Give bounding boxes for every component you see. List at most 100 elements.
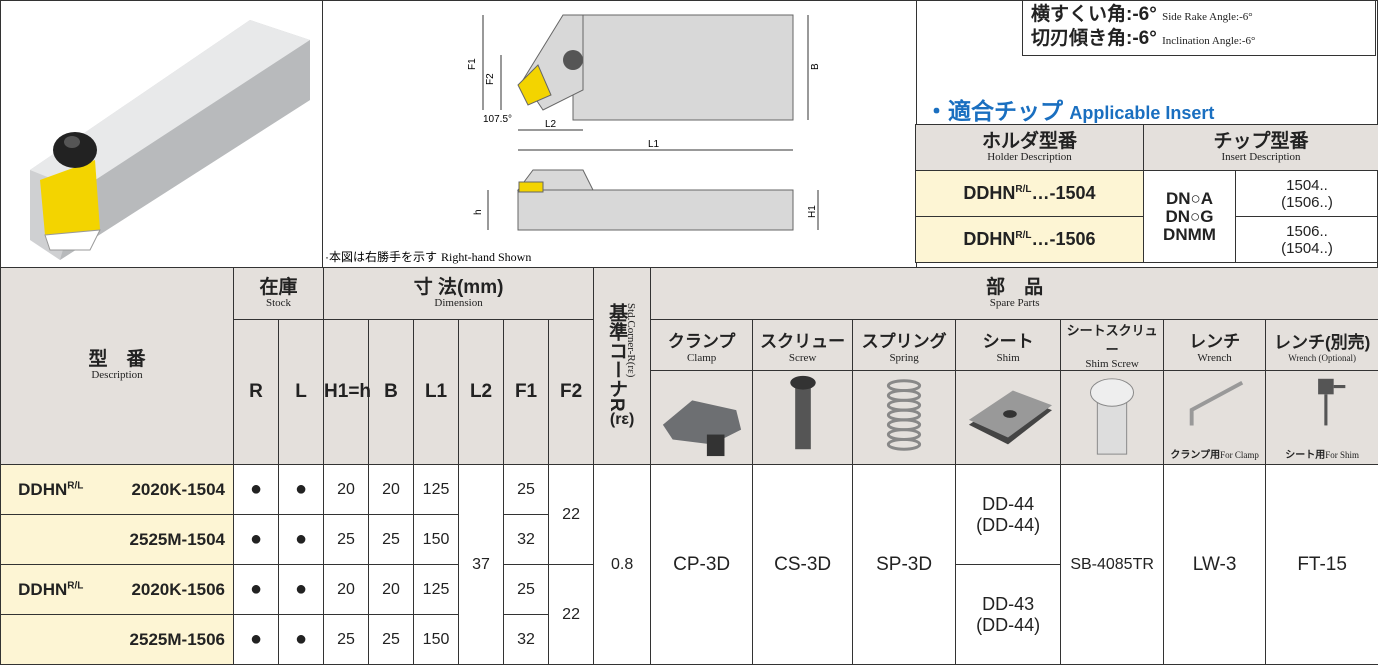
- dim-label: F2: [485, 73, 496, 85]
- model-prefix: DDHNR/L: [0, 564, 101, 615]
- insert-title-en: Applicable Insert: [1069, 103, 1215, 123]
- column-header: H1=h: [323, 319, 371, 465]
- insert-header: チップ型番 Insert Description: [1142, 124, 1378, 171]
- header-jp: 在庫: [259, 276, 298, 298]
- dim-label: L1: [648, 139, 660, 150]
- dim-label: L2: [545, 119, 557, 130]
- angle-box: 横すくい角:-6° Side Rake Angle:-6° 切刃傾き角:-6° …: [1022, 0, 1376, 56]
- part-jp: シートスクリュー: [1066, 323, 1158, 357]
- dim-b: 25: [368, 614, 415, 665]
- wrench-optional: FT-15: [1265, 464, 1378, 665]
- wrench: LW-3: [1163, 464, 1267, 665]
- dim-f1: 25: [503, 464, 550, 515]
- spring: SP-3D: [852, 464, 957, 665]
- shim: DD-44 (DD-44): [955, 464, 1062, 565]
- holder-cell: DDHNR/L…-1504: [915, 170, 1144, 217]
- dim-h1: 25: [323, 514, 370, 565]
- part-en: Screw: [788, 351, 817, 364]
- header-en: Dimension: [434, 296, 483, 309]
- dim-h1: 20: [323, 564, 370, 615]
- part-image: [1060, 370, 1165, 465]
- dim-label: B: [810, 63, 821, 70]
- part-jp: シート: [982, 331, 1034, 351]
- wrench-note: クランプ用For Clamp: [1164, 446, 1265, 461]
- description-header: 型 番 Description: [0, 267, 235, 465]
- hand: R/L: [67, 479, 84, 491]
- part-icon: [662, 400, 741, 457]
- dim-label: 107.5°: [483, 114, 512, 125]
- drawing-note: ·本図は右勝手を示す: [325, 249, 437, 264]
- holder: DDHN: [963, 183, 1016, 203]
- part-icon: [968, 390, 1053, 445]
- header-en: Std.Corner-R(rε): [625, 302, 638, 377]
- rake-angle-en: Side Rake Angle:-6°: [1162, 11, 1253, 23]
- insert-title-jp: ・適合チップ: [925, 98, 1063, 124]
- model-code: 2525M-1506: [100, 614, 235, 665]
- shim-alt: (DD-44): [976, 614, 1041, 635]
- stock-header: 在庫 Stock: [233, 267, 325, 320]
- holder-cell: DDHNR/L…-1506: [915, 216, 1144, 263]
- part-image: [852, 370, 957, 465]
- size: 1506..: [1286, 222, 1328, 240]
- dim-f1: 32: [503, 614, 550, 665]
- shim-code: DD-44: [982, 493, 1035, 514]
- part-header: クランプ Clamp: [650, 319, 754, 371]
- column-header: L: [278, 319, 325, 465]
- model-prefix: [0, 514, 101, 565]
- stock-r: ●: [233, 514, 280, 565]
- part-icon: [1090, 378, 1135, 455]
- part-header: シートスクリュー Shim Screw: [1060, 319, 1165, 371]
- column-header: L2: [458, 319, 505, 465]
- corner-symbol: (rε): [609, 411, 635, 429]
- part-en: Wrench (Optional): [1288, 352, 1357, 363]
- stock-l: ●: [278, 514, 325, 565]
- part-jp: クランプ: [667, 331, 736, 351]
- dimension-header: 寸 法(mm) Dimension: [323, 267, 595, 320]
- header-jp: 型 番: [88, 349, 146, 370]
- wrench-note-jp: クランプ用: [1170, 450, 1221, 461]
- column-header: F1: [503, 319, 550, 465]
- part-jp: スプリング: [861, 331, 947, 351]
- column-header: L1: [413, 319, 460, 465]
- model-prefix: [0, 614, 101, 665]
- hand: R/L: [67, 579, 84, 591]
- dim-l2: 37: [458, 464, 505, 665]
- size-cell: 1506.. (1504..): [1234, 216, 1378, 263]
- part-image: [650, 370, 754, 465]
- size-cell: 1504.. (1506..): [1234, 170, 1378, 217]
- shim-screw: SB-4085TR: [1060, 464, 1165, 665]
- column-header: R: [233, 319, 280, 465]
- model-code: 2525M-1504: [100, 514, 235, 565]
- dim-l1: 150: [413, 514, 460, 565]
- header-en: Description: [91, 369, 143, 381]
- wrench-note-en: For Shim: [1325, 450, 1360, 460]
- dim-f2: 22: [548, 464, 595, 565]
- part-en: Spring: [889, 351, 919, 364]
- model-prefix-text: DDHN: [18, 479, 68, 499]
- header-jp: 基準コーナR: [606, 302, 628, 412]
- parts-header: 部 品 Spare Parts: [650, 267, 1378, 320]
- header-jp: チップ型番: [1213, 130, 1309, 152]
- rake-angle: 横すくい角:-6°: [1031, 4, 1157, 25]
- part-jp: レンチ(別売): [1273, 332, 1371, 352]
- wrench-note-en: For Clamp: [1220, 450, 1259, 460]
- holder-suffix: …-1504: [1031, 183, 1096, 203]
- part-header: スクリュー Screw: [752, 319, 854, 371]
- dim-f1: 32: [503, 514, 550, 565]
- stock-r: ●: [233, 614, 280, 665]
- inclination-angle-en: Inclination Angle:-6°: [1162, 35, 1256, 47]
- part-en: Clamp: [686, 351, 717, 364]
- part-header: シート Shim: [955, 319, 1062, 371]
- clamp: CP-3D: [650, 464, 754, 665]
- part-image: クランプ用For Clamp: [1163, 370, 1267, 465]
- dim-label: F1: [467, 58, 478, 70]
- part-jp: レンチ: [1189, 331, 1241, 351]
- dim-h1: 20: [323, 464, 370, 515]
- dim-l1: 125: [413, 464, 460, 515]
- dim-h1: 25: [323, 614, 370, 665]
- part-header: スプリング Spring: [852, 319, 957, 371]
- insert-type: DN○G: [1165, 206, 1214, 226]
- dim-b: 20: [368, 464, 415, 515]
- stock-r: ●: [233, 564, 280, 615]
